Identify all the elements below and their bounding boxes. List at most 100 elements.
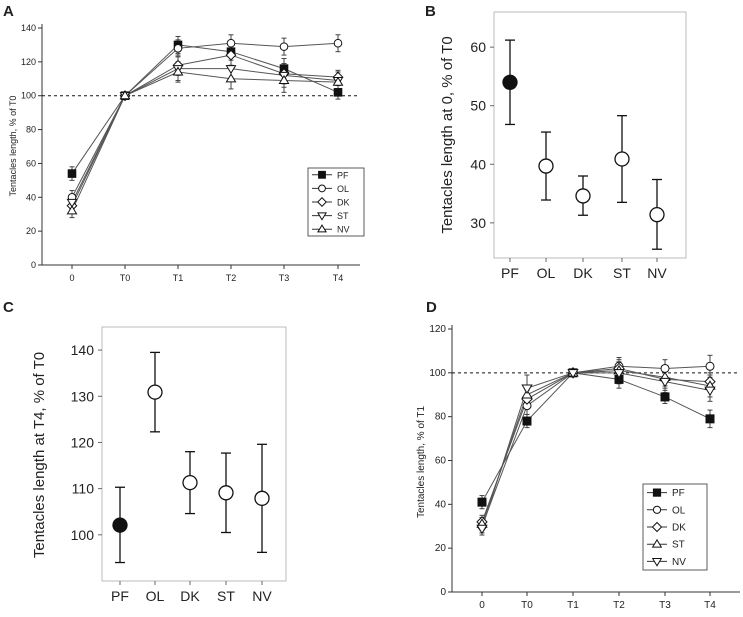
x-tick-label: T2 — [613, 600, 625, 611]
series-line-dk — [481, 367, 711, 523]
x-tick-label: 0 — [69, 273, 74, 283]
x-tick-label: T2 — [226, 273, 237, 283]
panel-label: A — [3, 3, 14, 20]
series-line-st — [71, 68, 339, 203]
x-tick-label: ST — [613, 265, 631, 281]
legend-label: NV — [337, 225, 350, 235]
y-tick-label: 100 — [429, 368, 446, 379]
data-point-ol — [226, 38, 236, 48]
series-line-ol — [481, 365, 711, 527]
data-point-st — [218, 485, 234, 501]
y-tick-label: 20 — [26, 226, 36, 236]
legend-marker-st — [317, 212, 327, 221]
series-line-nv — [71, 71, 339, 212]
x-tick-label: T3 — [279, 273, 290, 283]
legend-label: ST — [672, 540, 685, 551]
legend-marker-nv — [651, 558, 663, 567]
data-point-pf — [660, 392, 670, 402]
data-point-nv — [119, 90, 131, 100]
y-tick-label: 20 — [435, 543, 447, 554]
data-point-ol — [147, 384, 163, 400]
data-point-nv — [172, 66, 184, 76]
data-point-nv — [649, 207, 665, 223]
x-tick-label: T1 — [567, 600, 579, 611]
data-point-ol — [538, 158, 554, 174]
data-point-nv — [254, 490, 270, 506]
legend-label: OL — [337, 184, 349, 194]
data-point-ol — [279, 42, 289, 51]
data-point-dk — [575, 188, 591, 204]
y-tick-label: 0 — [440, 587, 446, 598]
x-tick-label: PF — [501, 265, 519, 281]
data-point-pf — [67, 169, 77, 178]
series-line-pf — [71, 44, 339, 174]
data-point-dk — [182, 474, 198, 491]
legend-label: PF — [672, 488, 685, 499]
panel-a: A 0 20 40 60 80 100 120 140 0 T0 T1 T2 T3 T4 Tentacles … — [3, 3, 365, 283]
y-tick-label: 120 — [429, 324, 446, 335]
y-tick-label: 130 — [71, 388, 95, 404]
legend-label: DK — [337, 198, 350, 208]
legend-marker-pf — [652, 488, 662, 497]
y-axis-label: Tentacles length at T4, % of T0 — [31, 352, 48, 558]
data-point-dk — [225, 49, 237, 61]
series-line-pf — [481, 372, 711, 503]
y-tick-label: 120 — [21, 57, 36, 67]
y-axis-label: Tentacles length, % of T0 — [8, 96, 18, 197]
legend-marker-st — [651, 538, 663, 548]
data-point-pf — [502, 74, 518, 90]
y-tick-label: 0 — [31, 260, 36, 270]
series-line-nv — [481, 372, 711, 529]
x-tick-label: 0 — [479, 600, 485, 611]
y-tick-label: 120 — [71, 434, 95, 450]
legend-label: PF — [337, 170, 349, 180]
legend-label: DK — [672, 523, 686, 534]
legend-label: OL — [672, 505, 686, 516]
panel-b: B 30 40 50 60 PF OL DK ST NV Tentacles length at 0… — [425, 3, 687, 281]
data-point-nv — [704, 386, 716, 397]
y-tick-label: 140 — [21, 23, 36, 33]
y-axis-label: Tentacles length, % of T1 — [416, 406, 427, 519]
data-point-ol — [705, 361, 715, 371]
x-tick-label: NV — [647, 265, 667, 281]
panel-d: D 0 20 40 60 80 100 120 0 T0 T1 T2 T3 T4 Tentacles len… — [416, 299, 740, 611]
x-tick-label: T0 — [120, 273, 131, 283]
y-tick-label: 30 — [470, 215, 486, 231]
x-tick-label: ST — [217, 588, 235, 604]
panel-label: C — [3, 299, 14, 316]
y-tick-label: 50 — [470, 98, 486, 114]
data-point-ol — [333, 38, 343, 48]
y-axis-label: Tentacles length at 0, % of T0 — [439, 36, 456, 233]
data-point-st — [521, 388, 533, 399]
x-tick-label: T4 — [333, 273, 344, 283]
y-tick-label: 60 — [470, 39, 486, 55]
data-point-nv — [567, 369, 579, 379]
legend-marker-dk — [317, 197, 327, 207]
y-tick-label: 40 — [26, 192, 36, 202]
x-tick-label: NV — [252, 588, 272, 604]
series-line-ol — [71, 42, 339, 198]
panel-label: D — [426, 299, 437, 316]
x-tick-label: OL — [146, 588, 165, 604]
y-tick-label: 100 — [21, 91, 36, 101]
data-point-pf — [522, 416, 532, 426]
y-tick-label: 60 — [435, 456, 447, 467]
x-tick-label: T0 — [521, 600, 533, 611]
data-point-pf — [477, 497, 487, 507]
data-point-pf — [112, 517, 128, 533]
legend-label: NV — [672, 557, 686, 568]
x-tick-label: T4 — [704, 600, 716, 611]
legend-marker-ol — [318, 184, 326, 193]
data-point-nv — [66, 205, 78, 215]
y-tick-label: 40 — [435, 499, 447, 510]
y-tick-label: 110 — [72, 481, 95, 497]
data-point-nv — [476, 524, 488, 535]
y-tick-label: 140 — [71, 342, 95, 358]
panel-c: C 100 110 120 130 140 PF OL DK ST NV Tentacles leng… — [3, 299, 287, 604]
data-point-st — [614, 151, 630, 167]
y-tick-label: 60 — [26, 158, 36, 168]
data-point-pf — [333, 88, 343, 97]
legend-marker-nv — [317, 224, 327, 233]
legend-marker-pf — [318, 170, 326, 179]
